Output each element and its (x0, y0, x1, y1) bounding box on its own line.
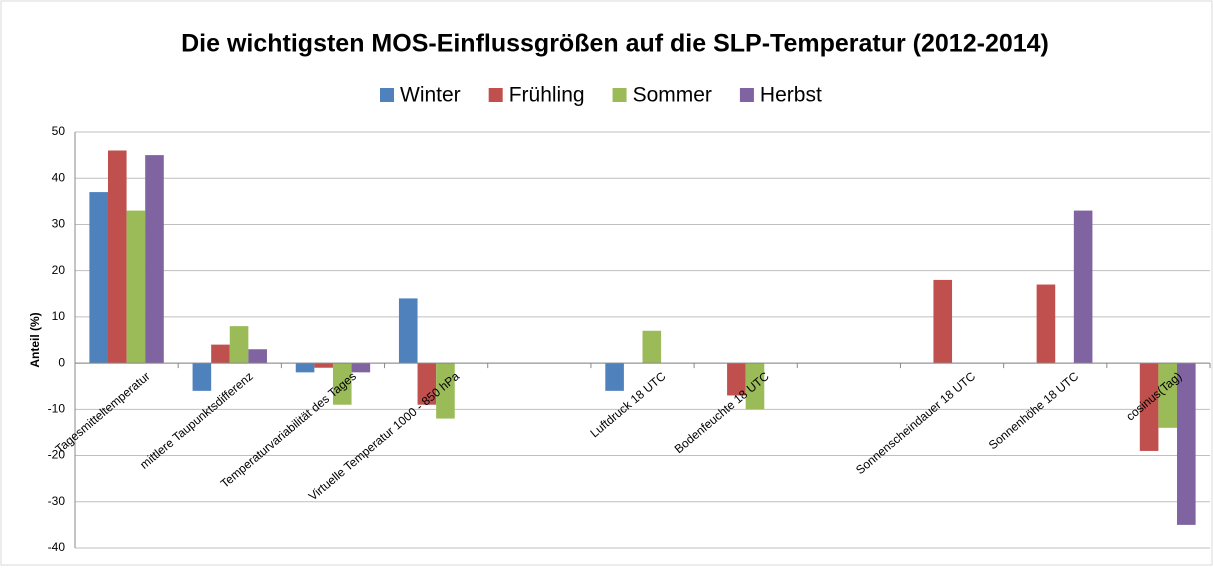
bar (642, 330, 662, 364)
legend-swatch (612, 88, 627, 102)
legend-swatch (380, 88, 394, 102)
y-tick-label: 10 (52, 309, 66, 323)
bar (1036, 284, 1056, 364)
bar (107, 150, 127, 364)
legend-label: Winter (400, 84, 461, 107)
y-tick-label: 50 (52, 124, 66, 138)
y-tick-label: 40 (52, 170, 66, 184)
bar (727, 363, 746, 396)
y-tick-label: 30 (52, 217, 66, 231)
bar (745, 363, 765, 410)
legend-label: Herbst (760, 84, 822, 107)
y-tick-label: -20 (48, 448, 66, 462)
bar (436, 363, 455, 419)
y-tick-label: 20 (52, 263, 66, 277)
y-tick-label: 0 (58, 355, 65, 369)
bar (126, 210, 146, 364)
bar (605, 363, 624, 391)
bar (332, 363, 352, 405)
bar (1177, 363, 1196, 525)
legend-swatch (739, 88, 754, 102)
bar (417, 363, 437, 405)
y-axis-label: Anteil (%) (28, 312, 42, 367)
bar (1139, 363, 1159, 451)
legend-swatch (488, 88, 503, 102)
chart-title: Die wichtigsten MOS-Einflussgrößen auf d… (181, 30, 1049, 58)
bar (1073, 210, 1093, 364)
bar (314, 363, 333, 368)
legend-label: Sommer (633, 84, 712, 107)
bar (89, 192, 108, 364)
bar (248, 349, 267, 364)
bar (933, 279, 953, 364)
bar (211, 344, 230, 364)
legend-label: Frühling (509, 84, 585, 107)
y-tick-label: -10 (48, 402, 66, 416)
bar (145, 155, 164, 364)
bar (295, 363, 315, 373)
bar (229, 326, 249, 364)
y-tick-label: -40 (48, 540, 66, 554)
bar (192, 363, 212, 391)
bar (1158, 363, 1178, 428)
y-tick-label: -30 (48, 494, 66, 508)
bar (398, 298, 418, 364)
bar (351, 363, 371, 373)
